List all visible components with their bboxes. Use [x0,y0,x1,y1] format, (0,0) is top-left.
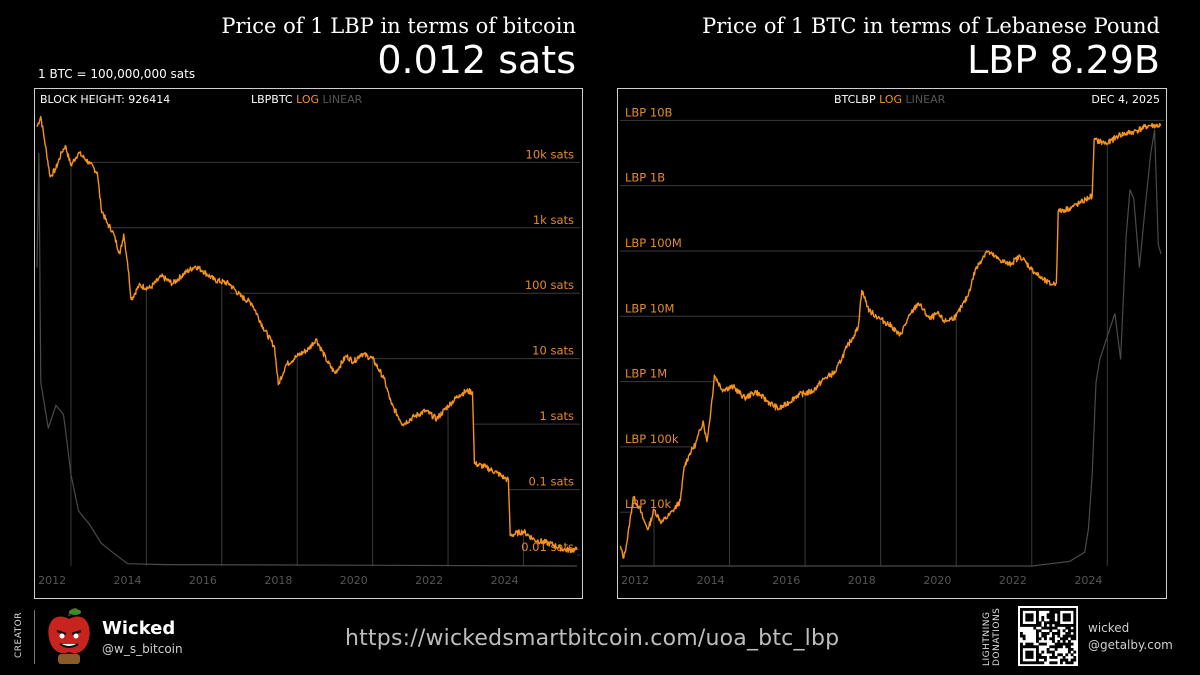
left-linear-series-line [36,152,578,567]
lbpbtc-chart-panel: 2012 2014 2016 2018 2020 2022 2024 10k sats 1k s… [34,88,583,599]
left-x-tick-label: 2020 [340,574,368,587]
btclbp-chart-panel: 2012 2014 2016 2018 2020 2022 2024 LBP 10B LBP 1… [617,88,1167,599]
right-x-tick-label: 2020 [923,574,951,587]
left-y-tick-label: 10 sats [532,344,574,358]
left-x-tick-label: 2024 [491,574,519,587]
donation-label: LIGHTNING DONATIONS [982,607,1002,666]
ticker-label-left: LBPBTC [251,93,293,106]
right-x-tick-label: 2018 [848,574,876,587]
left-x-tick-label: 2012 [38,574,66,587]
source-url-link[interactable]: https://wickedsmartbitcoin.com/uoa_btc_l… [345,626,840,651]
left-x-tick-label: 2016 [189,574,217,587]
creator-label: CREATOR [14,612,24,659]
lightning-qr-code[interactable] [1018,606,1078,666]
right-y-tick-label: LBP 10M [625,301,674,315]
ticker-label-right: BTCLBP [834,93,876,106]
left-log-series-line [36,115,578,554]
right-x-tick-label: 2016 [772,574,800,587]
lbpbtc-chart: 2012 2014 2016 2018 2020 2022 2024 10k sats 1k s… [36,115,580,587]
left-y-tick-label: 1k sats [533,213,574,227]
donation-label-wrap: LIGHTNING DONATIONS [982,606,1008,666]
right-y-tick-label: LBP 10B [625,105,673,119]
scale-toggle-left: LBPBTC LOG LINEAR [251,93,362,106]
right-x-tick-label: 2014 [697,574,725,587]
lightning-address-line1: wicked [1088,621,1130,635]
creator-handle[interactable]: @w_s_bitcoin [102,642,183,656]
right-x-tick-label: 2024 [1074,574,1102,587]
right-y-tick-label: LBP 1M [625,367,667,381]
left-y-tick-label: 0.1 sats [529,475,574,489]
right-y-tick-label: LBP 100k [625,432,679,446]
footer-divider [34,610,35,664]
creator-label-wrap: CREATOR [14,612,24,662]
chart-date: DEC 4, 2025 [1091,93,1160,106]
right-value: LBP 8.29B [967,38,1160,82]
right-y-tick-label: LBP 10k [625,497,672,511]
block-height: BLOCK HEIGHT: 926414 [40,93,171,106]
apple-mascot-icon [48,607,90,664]
scale-toggle-right: BTCLBP LOG LINEAR [834,93,945,106]
right-x-tick-label: 2022 [999,574,1027,587]
qr-code-icon [1020,608,1077,665]
left-x-tick-label: 2018 [264,574,292,587]
right-linear-series-line [620,129,1162,567]
left-y-tick-label: 10k sats [526,147,575,161]
linear-toggle-left[interactable]: LINEAR [322,93,363,106]
right-x-tick-label: 2012 [621,574,649,587]
sats-note: 1 BTC = 100,000,000 sats [38,67,196,81]
right-y-tick-label: LBP 100M [625,236,682,250]
linear-toggle-right[interactable]: LINEAR [905,93,946,106]
left-y-tick-label: 100 sats [525,278,574,292]
log-toggle-left[interactable]: LOG [296,93,320,106]
left-x-tick-label: 2014 [114,574,142,587]
log-toggle-right[interactable]: LOG [879,93,903,106]
lightning-address-line2: @getalby.com [1088,638,1173,652]
right-log-series-line [619,122,1162,559]
left-x-tick-label: 2022 [415,574,443,587]
avatar [44,606,94,666]
right-title: Price of 1 BTC in terms of Lebanese Poun… [702,14,1160,38]
right-y-tick-label: LBP 1B [625,171,665,185]
left-y-tick-label: 1 sats [539,409,574,423]
creator-name: Wicked [102,618,176,639]
left-title: Price of 1 LBP in terms of bitcoin [221,14,576,38]
btclbp-chart: 2012 2014 2016 2018 2020 2022 2024 LBP 10B LBP 1… [619,105,1164,587]
left-value: 0.012 sats [377,38,576,82]
